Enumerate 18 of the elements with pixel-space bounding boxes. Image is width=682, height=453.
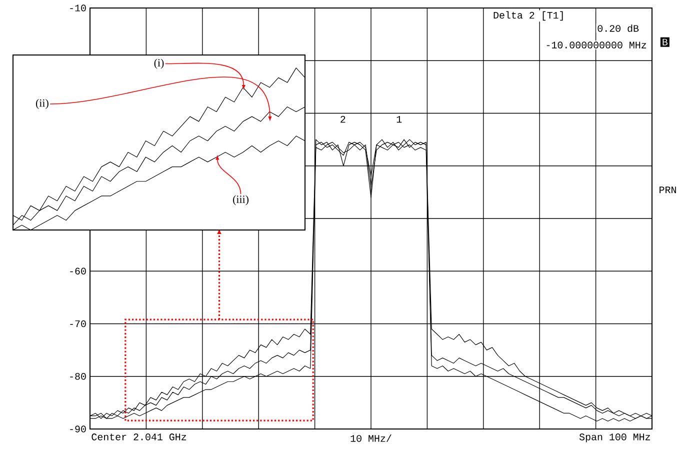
y-tick-label: -80 [70, 372, 86, 380]
annotation: -10.000000000 MHz [546, 42, 646, 48]
annotation: (ii) [36, 99, 48, 109]
text: Center 2.041 GHz [92, 434, 186, 440]
x-axis-title: 10 MHz/ [350, 434, 392, 442]
annotation: 0.20 dB [598, 24, 639, 32]
text: B [662, 38, 668, 46]
annotation: 1 [396, 116, 402, 123]
text: Span 100 MHz [579, 434, 650, 442]
y-tick-label: -70 [70, 320, 86, 328]
annotation: (i) [154, 58, 164, 69]
annotation: Delta 2 [T1] [494, 11, 563, 21]
annotation: 2 [340, 116, 346, 123]
y-tick-label: -90 [70, 426, 86, 432]
text: PRN [660, 186, 676, 194]
y-tick-label: -60 [70, 268, 86, 275]
annotation: (iii) [233, 195, 249, 206]
y-tick-label: -10 [70, 4, 86, 12]
